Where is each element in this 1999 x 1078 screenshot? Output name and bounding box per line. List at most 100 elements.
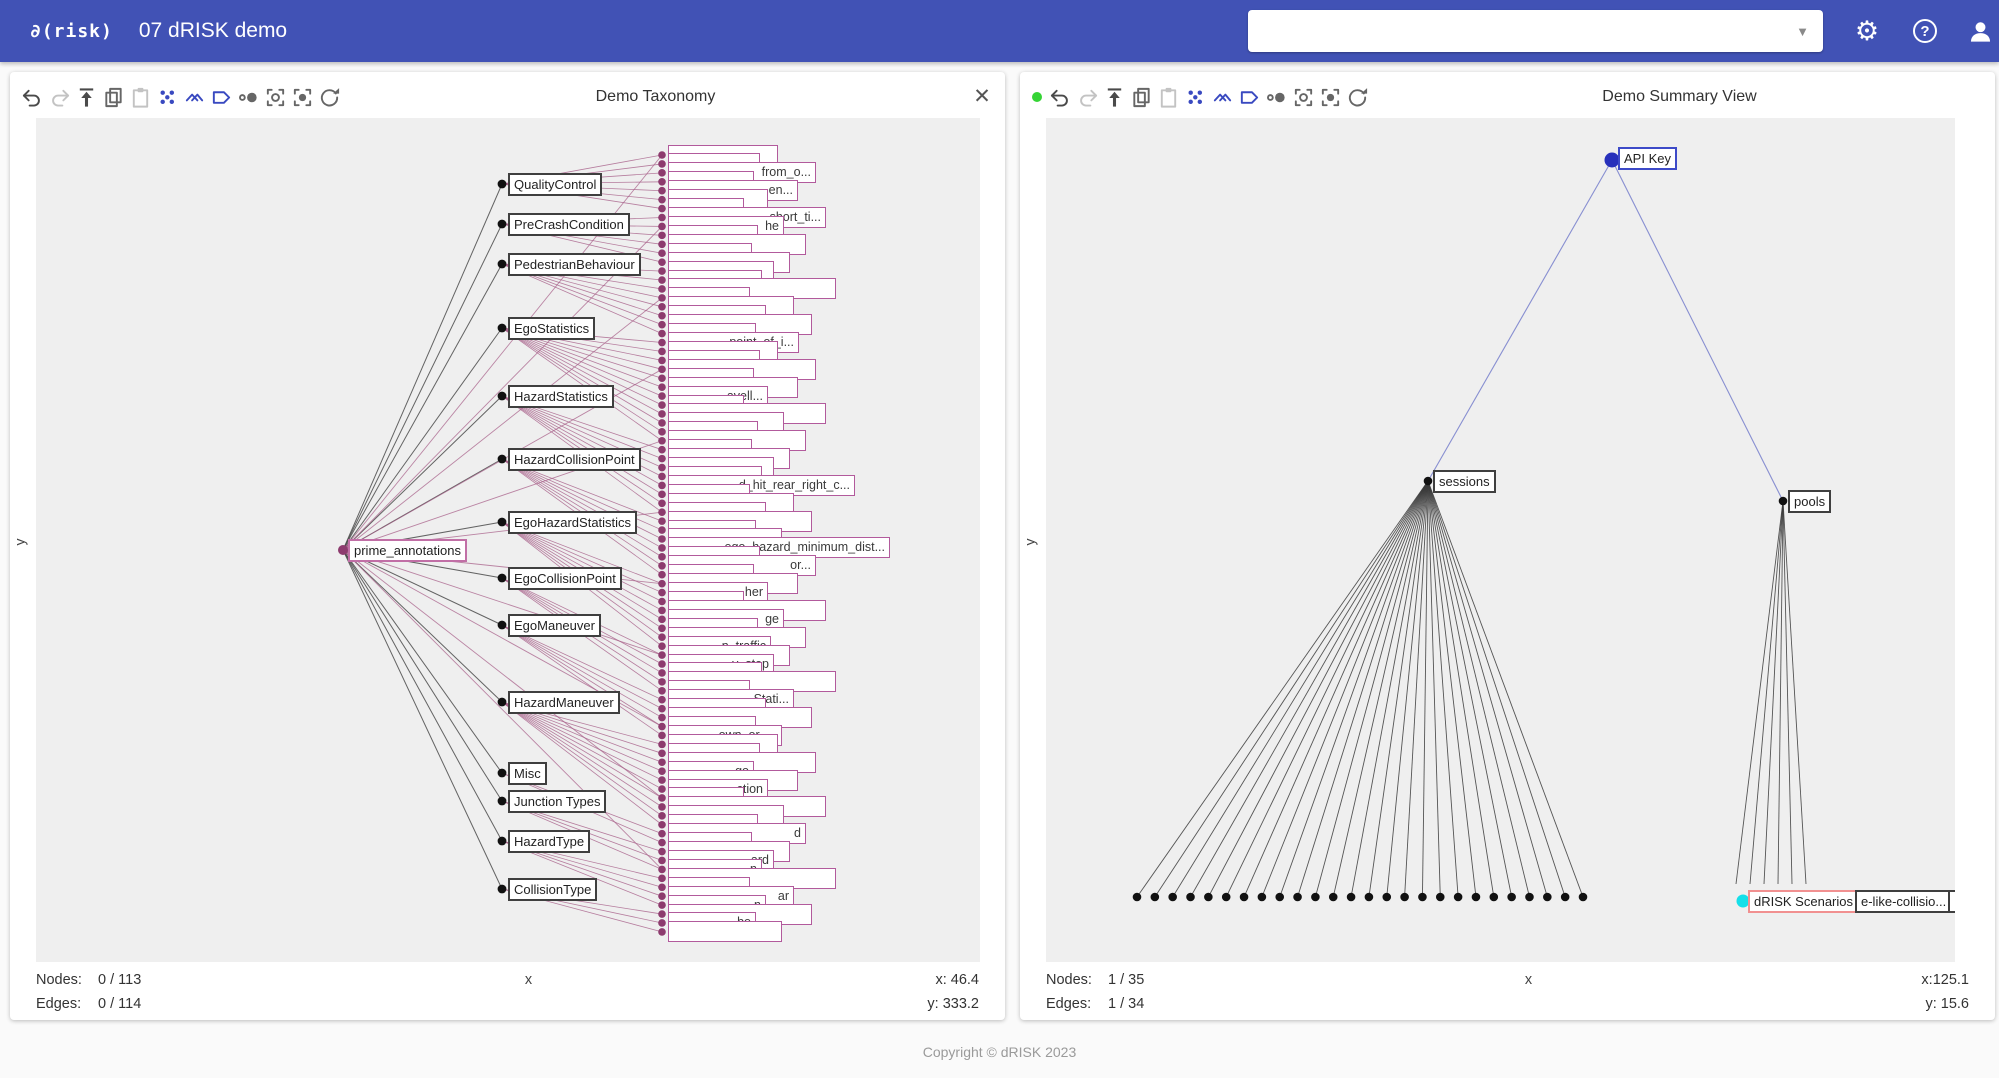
leaf-node-dot[interactable] [658,436,666,445]
category-node-label[interactable]: HazardStatistics [508,384,614,408]
leaf-node-dot[interactable] [658,767,666,775]
node-size-button[interactable] [1264,84,1290,110]
category-node-dot[interactable] [497,259,507,269]
leaf-node-dot[interactable] [658,776,666,784]
layout-chevrons-button[interactable] [1210,84,1236,110]
leaf-node-dot[interactable] [658,892,666,900]
node-size-button[interactable] [236,84,262,110]
session-item-dot[interactable] [1578,892,1588,902]
leaf-node-dot[interactable] [658,294,666,302]
upload-button[interactable] [74,84,100,110]
category-node-label[interactable]: CollisionType [508,877,598,901]
category-node-dot[interactable] [497,796,507,806]
leaf-node-dot[interactable] [658,240,666,249]
session-item-dot[interactable] [1275,892,1285,902]
leaf-node-dot[interactable] [658,222,666,231]
graph-select-dropdown[interactable]: ▼ [1248,10,1823,52]
leaf-node-dot[interactable] [658,624,666,633]
category-node-label[interactable]: HazardManeuver [508,690,620,714]
leaf-node-dot[interactable] [658,820,666,829]
category-node-dot[interactable] [497,620,507,630]
leaf-node-dot[interactable] [658,678,666,686]
leaf-node-dot[interactable] [658,419,666,427]
session-item-dot[interactable] [1311,892,1320,902]
leaf-node-dot[interactable] [658,865,666,874]
zoom-to-selection-button[interactable] [1291,84,1317,110]
leaf-node-dot[interactable] [658,794,666,802]
leaf-node-dot[interactable] [658,803,666,811]
center-selection-button[interactable] [1318,84,1344,110]
summary-graph-canvas[interactable]: API Key sessions pools dRISK Scenarios e-lik… [1046,118,1955,962]
category-node-dot[interactable] [497,454,507,464]
refresh-layout-button[interactable] [317,84,343,110]
cluster-dots-button[interactable] [1183,84,1209,110]
leaf-node-dot[interactable] [658,356,666,365]
category-node-label[interactable]: EgoStatistics [508,316,596,340]
category-node-dot[interactable] [497,836,507,846]
session-item-dot[interactable] [1168,892,1177,902]
session-item-dot[interactable] [1453,892,1463,902]
leaf-node-dot[interactable] [658,151,666,159]
leaf-node-dot[interactable] [658,553,666,561]
undo-button[interactable] [1048,84,1074,110]
leaf-node-dot[interactable] [658,660,666,668]
category-node-dot[interactable] [497,884,507,894]
leaf-node-dot[interactable] [658,177,666,186]
leaf-node-dot[interactable] [658,169,666,177]
leaf-node-dot[interactable] [658,365,666,374]
leaf-node-dot[interactable] [658,856,666,865]
leaf-node-dot[interactable] [658,588,666,597]
leaf-node-dot[interactable] [658,303,666,311]
leaf-node-dot[interactable] [658,919,666,927]
leaf-node-dot[interactable] [658,410,666,418]
category-node-label[interactable]: Misc [508,761,547,785]
leaf-node-dot[interactable] [658,758,666,767]
session-item-dot[interactable] [1239,892,1249,902]
category-node-dot[interactable] [497,697,507,707]
category-node-label[interactable]: PreCrashCondition [508,212,630,236]
category-node-label[interactable]: EgoManeuver [508,613,601,637]
copy-button[interactable] [101,84,127,110]
leaf-node-dot[interactable] [658,687,666,695]
leaf-node-dot[interactable] [658,722,666,731]
leaf-node-dot[interactable] [658,669,666,677]
leaf-node-dot[interactable] [658,883,666,892]
zoom-to-selection-button[interactable] [263,84,289,110]
leaf-node-dot[interactable] [658,347,666,356]
leaf-node-dot[interactable] [658,490,666,499]
session-item-dot[interactable] [1471,892,1481,902]
layout-chevrons-button[interactable] [182,84,208,110]
leaf-node-dot[interactable] [658,338,666,347]
leaf-node-dot[interactable] [658,320,666,329]
leaf-node-dot[interactable] [658,847,666,856]
category-node-dot[interactable] [497,323,507,333]
leaf-node-dot[interactable] [658,910,666,918]
category-node-label[interactable]: HazardType [508,829,591,853]
selected-node-dot[interactable] [1736,894,1750,908]
api-key-node-label[interactable]: API Key [1618,147,1677,170]
session-item-dot[interactable] [1221,892,1231,902]
copy-button[interactable] [1129,84,1155,110]
leaf-node-dot[interactable] [658,392,666,400]
leaf-node-dot[interactable] [658,526,666,534]
leaf-node-dot[interactable] [658,231,666,240]
session-item-dot[interactable] [1560,892,1570,902]
category-node-dot[interactable] [497,391,507,401]
leaf-node-dot[interactable] [658,829,666,838]
root-node-label[interactable]: prime_annotations [348,539,467,562]
leaf-node-dot[interactable] [658,481,666,490]
category-node-dot[interactable] [497,179,507,189]
leaf-node-dot[interactable] [658,329,666,338]
leaf-node-dot[interactable] [658,928,666,936]
leaf-node-dot[interactable] [658,204,666,213]
session-item-dot[interactable] [1328,892,1338,902]
leaf-node-dot[interactable] [658,695,666,704]
leaf-node-dot[interactable] [658,160,666,168]
upload-button[interactable] [1102,84,1128,110]
leaf-node-dot[interactable] [658,535,666,543]
session-item-dot[interactable] [1364,892,1374,902]
account-button[interactable] [1966,17,1994,45]
leaf-node-dot[interactable] [658,374,666,383]
leaf-node-dot[interactable] [658,249,666,258]
leaf-node-dot[interactable] [658,267,666,275]
